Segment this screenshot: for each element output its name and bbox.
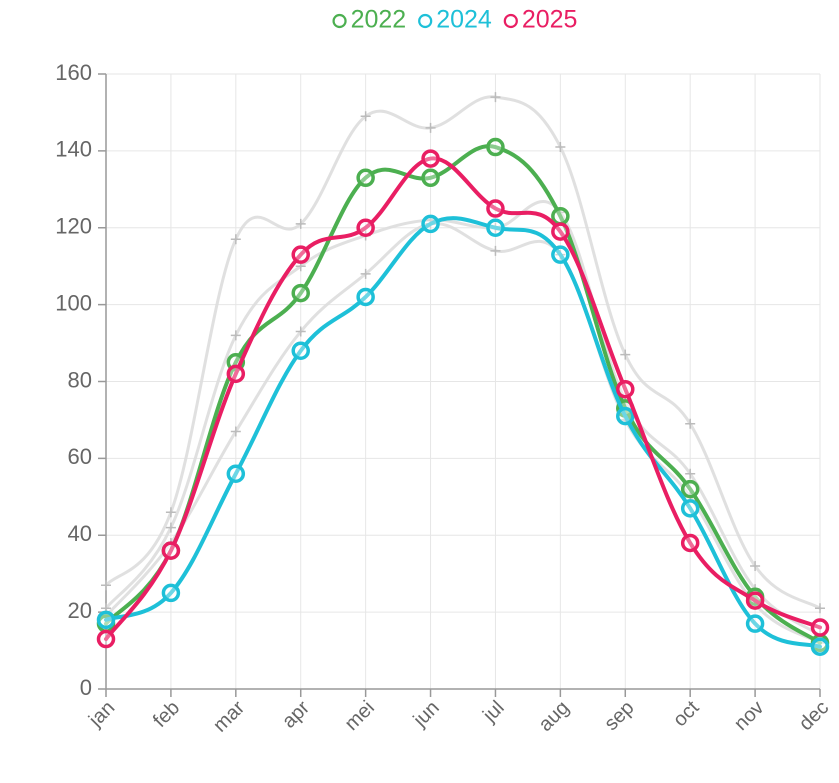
- y-tick-label: 40: [68, 521, 92, 546]
- legend-marker: [418, 13, 433, 29]
- point: [295, 218, 306, 229]
- y-tick-label: 60: [68, 444, 92, 469]
- point: [680, 499, 700, 518]
- x-tick-label: mei: [341, 697, 379, 735]
- point: [486, 199, 505, 218]
- point: [680, 533, 700, 553]
- x-tick-label: jun: [409, 697, 444, 732]
- point: [161, 583, 181, 603]
- point: [685, 418, 696, 429]
- series-line: [104, 156, 822, 642]
- point: [750, 561, 761, 571]
- legend-label: 2022: [351, 6, 407, 34]
- point: [745, 614, 765, 633]
- point: [295, 326, 306, 337]
- point: [165, 507, 176, 518]
- series-line: [104, 144, 822, 645]
- point: [421, 149, 440, 168]
- legend-marker: [503, 13, 518, 29]
- point: [680, 479, 700, 499]
- point: [490, 245, 501, 256]
- point: [360, 268, 371, 279]
- point: [490, 92, 501, 103]
- point: [425, 122, 436, 133]
- point: [230, 234, 241, 245]
- point: [291, 341, 310, 360]
- point: [486, 218, 505, 237]
- point: [291, 245, 310, 264]
- point: [620, 349, 631, 360]
- legend-label: 2024: [436, 6, 492, 34]
- point: [616, 379, 635, 399]
- point: [360, 111, 371, 122]
- x-tick-label: oct: [669, 696, 704, 731]
- point: [356, 218, 375, 237]
- y-tick-label: 140: [55, 137, 92, 162]
- point: [230, 330, 241, 341]
- x-tick-label: apr: [278, 696, 314, 732]
- point: [226, 464, 246, 483]
- legend-label: 2025: [522, 6, 578, 34]
- point: [555, 142, 566, 153]
- x-tick-label: dec: [795, 697, 833, 735]
- point: [230, 426, 241, 437]
- point: [356, 168, 375, 188]
- point: [616, 406, 635, 426]
- legend: 2022 2024 2025: [332, 6, 578, 34]
- x-tick-label: feb: [149, 697, 184, 732]
- x-tick-label: jan: [84, 697, 119, 732]
- point: [356, 287, 375, 307]
- point: [551, 222, 570, 241]
- point: [165, 522, 176, 533]
- y-tick-label: 0: [80, 675, 92, 700]
- y-tick-label: 160: [55, 60, 92, 85]
- y-tick-label: 100: [55, 290, 92, 315]
- point: [226, 364, 246, 384]
- point: [421, 168, 440, 188]
- y-tick-label: 80: [68, 367, 92, 392]
- point: [810, 637, 830, 656]
- point: [291, 283, 310, 303]
- point: [96, 610, 116, 630]
- background-line: [104, 95, 822, 610]
- point: [486, 137, 505, 157]
- legend-marker: [332, 13, 347, 29]
- point: [745, 591, 765, 610]
- point: [551, 245, 570, 264]
- x-tick-label: nov: [730, 697, 768, 735]
- point: [96, 629, 116, 649]
- point: [551, 206, 570, 226]
- y-tick-label: 20: [68, 598, 92, 623]
- point: [810, 618, 830, 637]
- y-tick-label: 120: [55, 214, 92, 239]
- x-tick-label: sep: [600, 697, 638, 735]
- point: [421, 214, 440, 234]
- x-tick-label: jul: [478, 697, 508, 727]
- background-line: [104, 199, 822, 637]
- point: [161, 541, 181, 560]
- point: [685, 468, 696, 479]
- x-tick-label: mar: [209, 696, 249, 736]
- point: [815, 603, 825, 614]
- x-tick-label: aug: [534, 697, 573, 736]
- point: [101, 580, 111, 591]
